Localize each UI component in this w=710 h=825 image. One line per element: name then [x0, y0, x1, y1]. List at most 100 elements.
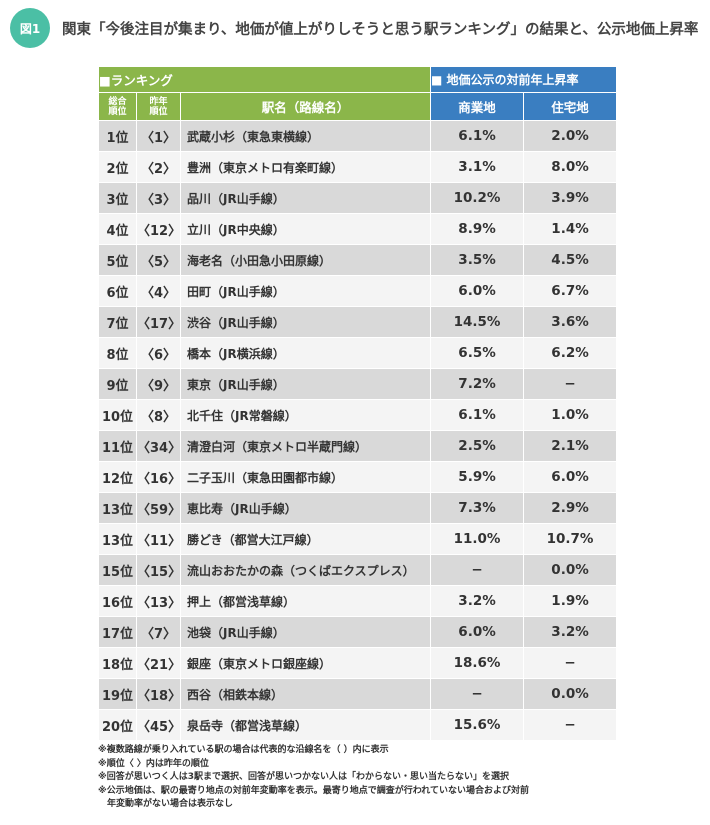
- residential-rate-cell: −: [523, 709, 618, 741]
- rank-cell: 11位: [98, 430, 137, 462]
- table-row: 19位 〈18〉 西谷（相鉄本線） −0.0%: [98, 678, 618, 710]
- station-name-cell: 西谷（相鉄本線）: [179, 678, 432, 710]
- rank-cell: 1位: [98, 120, 137, 152]
- prev-rank-cell: 〈45〉: [136, 709, 181, 741]
- residential-rate-cell: −: [523, 647, 618, 679]
- rank-cell: 15位: [98, 554, 137, 586]
- station-name-cell: 銀座（東京メトロ銀座線）: [179, 647, 432, 679]
- residential-rate-cell: 0.0%: [523, 554, 618, 586]
- rank-cell: 5位: [98, 244, 137, 276]
- station-name-cell: 海老名（小田急小田原線）: [179, 244, 432, 276]
- table-row: 5位 〈5〉 海老名（小田急小田原線） 3.5% 4.5%: [98, 244, 618, 276]
- residential-rate-cell: 10.7%: [523, 523, 618, 555]
- table-row: 11位 〈34〉 清澄白河（東京メトロ半蔵門線） 2.5% 2.1%: [98, 430, 618, 462]
- prev-rank-cell: 〈34〉: [136, 430, 181, 462]
- residential-rate-cell: 3.2%: [523, 616, 618, 648]
- table-row: 9位 〈9〉 東京（JR山手線） 7.2% −: [98, 368, 618, 400]
- commercial-rate-cell: 6.1%: [430, 399, 525, 431]
- table-row: 1位 〈1〉 武蔵小杉（東急東横線） 6.1% 2.0%: [98, 120, 618, 152]
- station-name-cell: 田町（JR山手線）: [179, 275, 432, 307]
- footnote: ※複数路線が乗り入れている駅の場合は代表的な沿線名を（ ）内に表示: [98, 745, 389, 755]
- table-row: 7位 〈17〉 渋谷（JR山手線） 14.5% 3.6%: [98, 306, 618, 338]
- commercial-rate-cell: 2.5%: [430, 430, 525, 462]
- table-row: 13位 〈11〉 勝どき（都営大江戸線） 11.0% 10.7%: [98, 523, 618, 555]
- ranking-table: ■ランキング ■ 地価公示の対前年上昇率 総合 順位 昨年 順位 駅名（路線名） 商…: [97, 66, 618, 741]
- table-row: 8位 〈6〉 橋本（JR横浜線） 6.5% 6.2%: [98, 337, 618, 369]
- footnote: ※公示地価は、駅の最寄り地点の対前年変動率を表示。最寄り地点で調査が行われていな…: [98, 785, 530, 796]
- station-name-cell: 東京（JR山手線）: [179, 368, 432, 400]
- footnote: ※回答が思いつく人は3駅まで選択、回答が思いつかない人は「わからない・思い当たら…: [98, 772, 510, 782]
- rank-cell: 13位: [98, 523, 137, 555]
- prev-rank-cell: 〈12〉: [136, 213, 181, 245]
- footnote: 年変動率がない場合は表示なし: [98, 799, 234, 809]
- table-row: 12位 〈16〉 二子玉川（東急田園都市線） 5.9% 6.0%: [98, 461, 618, 493]
- prev-rank-cell: 〈21〉: [136, 647, 181, 679]
- station-name-cell: 豊洲（東京メトロ有楽町線）: [179, 151, 432, 183]
- rank-cell: 17位: [98, 616, 137, 648]
- col-header-rank: 総合 順位: [98, 92, 137, 121]
- prev-rank-cell: 〈7〉: [136, 616, 181, 648]
- residential-rate-cell: 3.9%: [523, 182, 618, 214]
- commercial-rate-cell: 6.0%: [430, 616, 525, 648]
- table-row: 3位 〈3〉 品川（JR山手線） 10.2% 3.9%: [98, 182, 618, 214]
- residential-rate-cell: 6.0%: [523, 461, 618, 493]
- commercial-rate-cell: −: [430, 554, 525, 586]
- col-header-station: 駅名（路線名）: [179, 92, 432, 121]
- prev-rank-cell: 〈3〉: [136, 182, 181, 214]
- station-name-cell: 流山おおたかの森（つくばエクスプレス）: [179, 554, 432, 586]
- residential-rate-cell: 1.4%: [523, 213, 618, 245]
- commercial-rate-cell: 3.5%: [430, 244, 525, 276]
- station-name-cell: 渋谷（JR山手線）: [179, 306, 432, 338]
- prev-rank-cell: 〈4〉: [136, 275, 181, 307]
- station-name-cell: 武蔵小杉（東急東横線）: [179, 120, 432, 152]
- station-name-cell: 二子玉川（東急田園都市線）: [179, 461, 432, 493]
- prev-rank-cell: 〈8〉: [136, 399, 181, 431]
- rank-cell: 12位: [98, 461, 137, 493]
- figure-title: 関東「今後注目が集まり、地価が値上がりしそうと思う駅ランキング」の結果と、公示地…: [62, 21, 699, 38]
- station-name-cell: 泉岳寺（都営浅草線）: [179, 709, 432, 741]
- table-row: 16位 〈13〉 押上（都営浅草線） 3.2% 1.9%: [98, 585, 618, 617]
- commercial-rate-cell: 10.2%: [430, 182, 525, 214]
- rank-cell: 6位: [98, 275, 137, 307]
- residential-rate-cell: −: [523, 368, 618, 400]
- rank-cell: 10位: [98, 399, 137, 431]
- table-row: 18位 〈21〉 銀座（東京メトロ銀座線） 18.6% −: [98, 647, 618, 679]
- station-name-cell: 恵比寿（JR山手線）: [179, 492, 432, 524]
- commercial-rate-cell: 6.0%: [430, 275, 525, 307]
- table-row: 20位 〈45〉 泉岳寺（都営浅草線） 15.6% −: [98, 709, 618, 741]
- commercial-rate-cell: 7.3%: [430, 492, 525, 524]
- station-name-cell: 北千住（JR常磐線）: [179, 399, 432, 431]
- prev-rank-cell: 〈11〉: [136, 523, 181, 555]
- station-name-cell: 池袋（JR山手線）: [179, 616, 432, 648]
- residential-rate-cell: 2.0%: [523, 120, 618, 152]
- prev-rank-cell: 〈1〉: [136, 120, 181, 152]
- footnote: ※順位〈 〉内は昨年の順位: [98, 758, 209, 769]
- station-name-cell: 勝どき（都営大江戸線）: [179, 523, 432, 555]
- commercial-rate-cell: 15.6%: [430, 709, 525, 741]
- col-header-commercial: 商業地: [430, 92, 525, 121]
- col-header-prev-line1: 昨年: [149, 96, 168, 107]
- commercial-rate-cell: 5.9%: [430, 461, 525, 493]
- col-header-residential: 住宅地: [523, 92, 618, 121]
- residential-rate-cell: 8.0%: [523, 151, 618, 183]
- residential-rate-cell: 1.9%: [523, 585, 618, 617]
- col-header-prev-line2: 順位: [149, 106, 168, 117]
- rank-cell: 2位: [98, 151, 137, 183]
- rank-cell: 9位: [98, 368, 137, 400]
- commercial-rate-cell: 7.2%: [430, 368, 525, 400]
- station-name-cell: 清澄白河（東京メトロ半蔵門線）: [179, 430, 432, 462]
- station-name-cell: 品川（JR山手線）: [179, 182, 432, 214]
- residential-rate-cell: 3.6%: [523, 306, 618, 338]
- prev-rank-cell: 〈59〉: [136, 492, 181, 524]
- commercial-rate-cell: 3.1%: [430, 151, 525, 183]
- residential-rate-cell: 2.1%: [523, 430, 618, 462]
- commercial-rate-cell: 8.9%: [430, 213, 525, 245]
- table-row: 6位 〈4〉 田町（JR山手線） 6.0% 6.7%: [98, 275, 618, 307]
- prev-rank-cell: 〈2〉: [136, 151, 181, 183]
- table-row: 17位 〈7〉 池袋（JR山手線） 6.0% 3.2%: [98, 616, 618, 648]
- residential-rate-cell: 1.0%: [523, 399, 618, 431]
- table-row: 10位 〈8〉 北千住（JR常磐線） 6.1% 1.0%: [98, 399, 618, 431]
- rank-cell: 8位: [98, 337, 137, 369]
- prev-rank-cell: 〈13〉: [136, 585, 181, 617]
- commercial-rate-cell: 6.1%: [430, 120, 525, 152]
